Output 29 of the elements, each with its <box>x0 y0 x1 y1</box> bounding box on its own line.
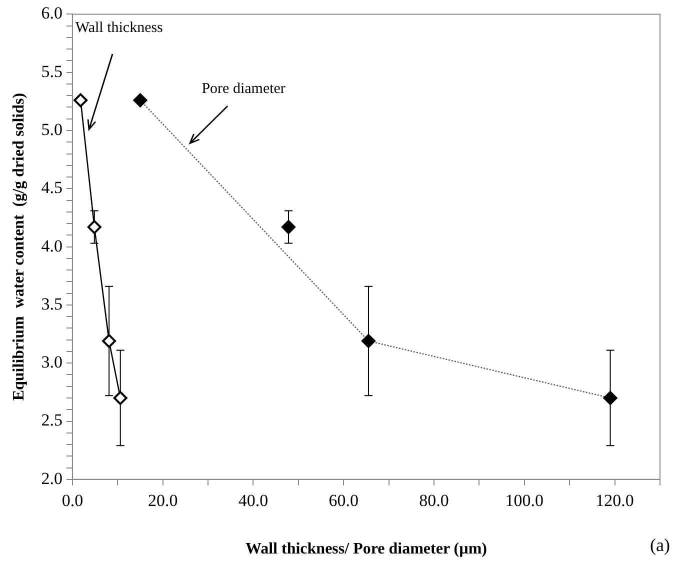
x-tick-label: 120.0 <box>596 491 634 510</box>
x-tick-label: 40.0 <box>238 491 268 510</box>
annotation: Wall thickness <box>75 20 163 38</box>
point <box>281 220 296 234</box>
y-tick-label: 6.0 <box>41 4 62 23</box>
point <box>87 220 102 234</box>
y-tick-label: 4.5 <box>41 178 62 198</box>
y-axis-title: Equilibrium water content (g/g dried solids) <box>10 92 28 401</box>
annotation: Pore diameter <box>202 80 286 98</box>
point <box>113 390 128 405</box>
y-tick-label: 2.0 <box>41 468 62 488</box>
x-tick-label: 100.0 <box>505 491 544 510</box>
y-tick-label: 4.0 <box>41 236 62 256</box>
x-axis-title: Wall thickness/ Pore diameter (µm) <box>245 540 487 558</box>
x-tick-label: 80.0 <box>419 491 449 510</box>
point <box>133 93 148 108</box>
x-tick-label: 20.0 <box>148 491 178 510</box>
x-tick-label: 60.0 <box>328 491 358 510</box>
point <box>74 93 88 108</box>
point <box>102 334 116 348</box>
y-tick-label: 5.0 <box>41 120 62 139</box>
text: (a) <box>650 535 670 556</box>
y-tick-label: 3.0 <box>41 352 62 372</box>
point <box>603 390 618 405</box>
y-tick-label: 5.5 <box>41 62 62 81</box>
y-tick-label: 2.5 <box>41 410 62 430</box>
y-tick-label: 3.5 <box>41 294 62 314</box>
x-tick-label: 0.0 <box>62 491 84 510</box>
point <box>361 334 376 348</box>
